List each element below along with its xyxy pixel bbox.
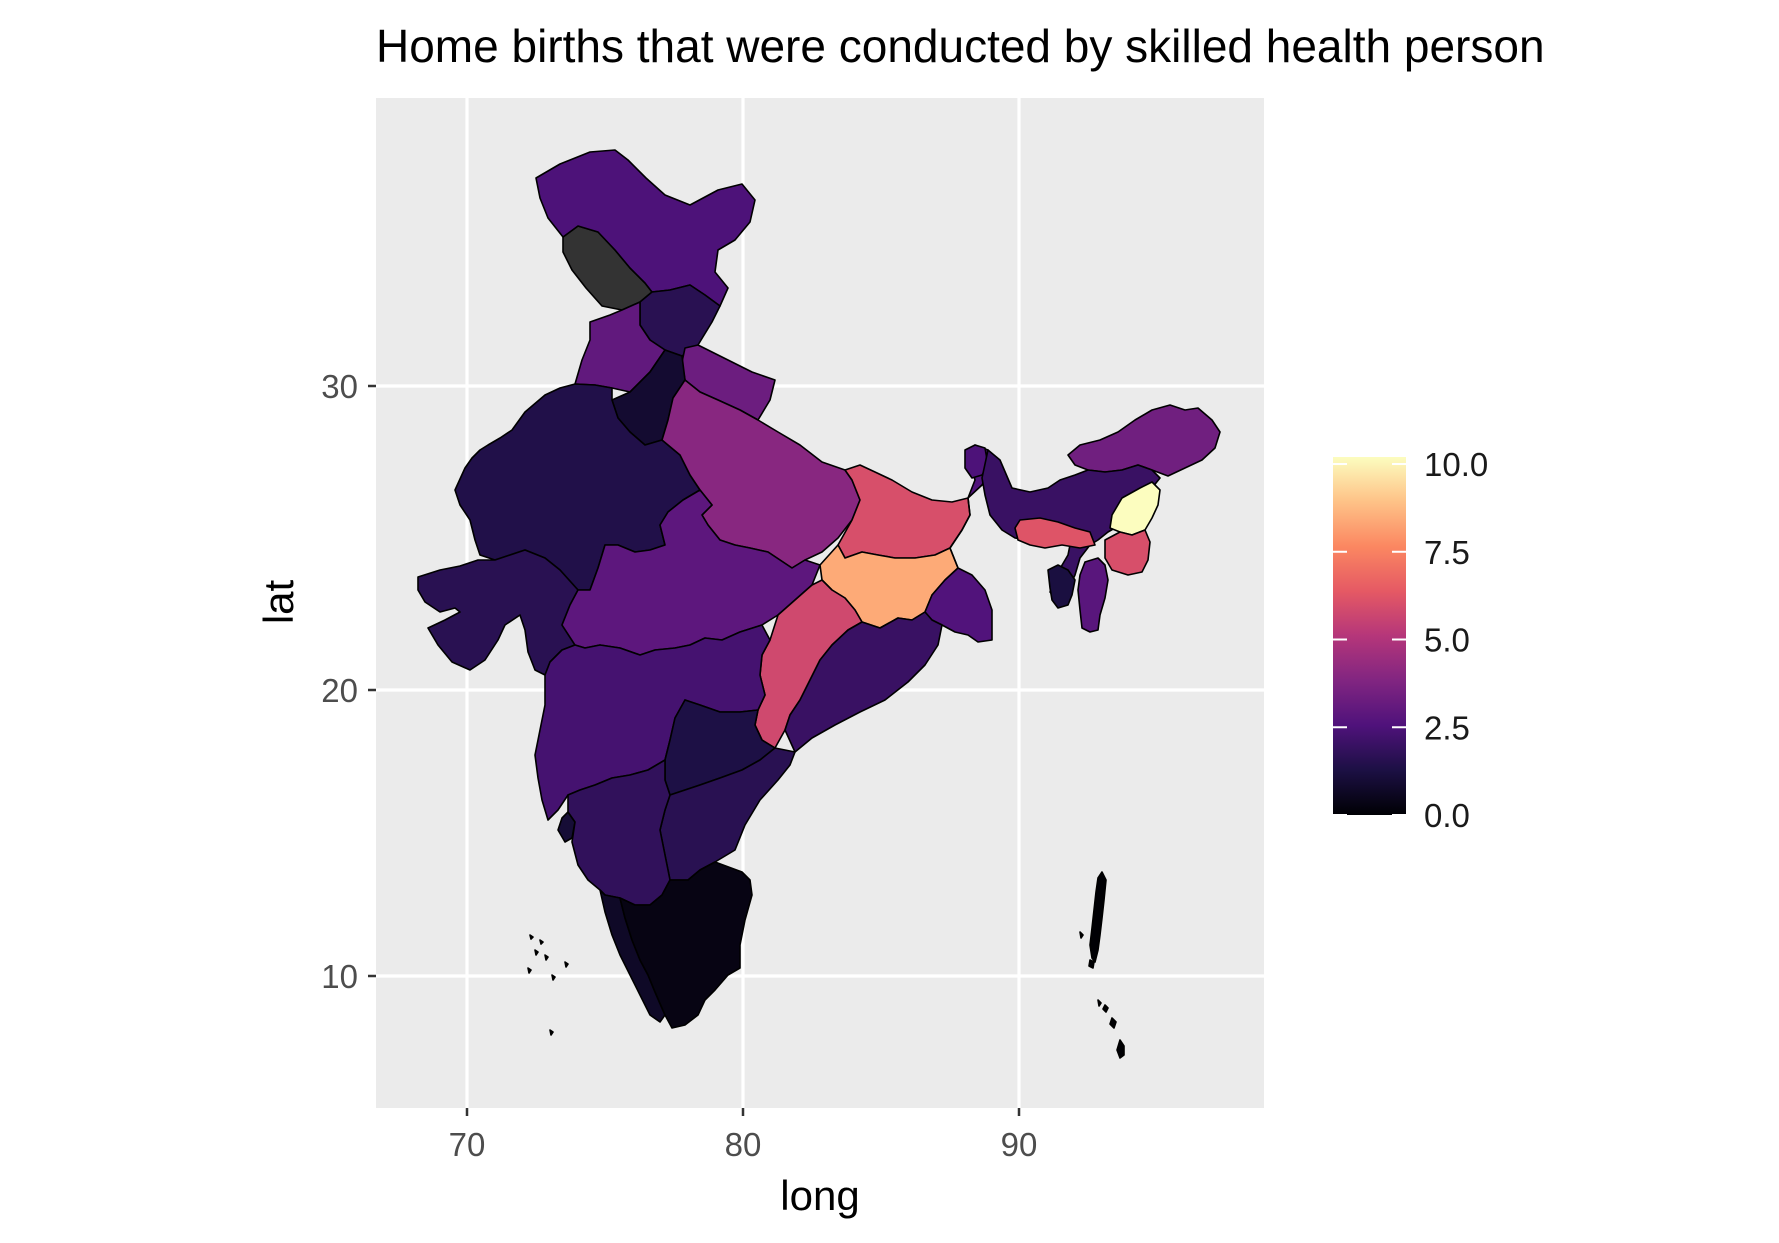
region-lakshadweep bbox=[527, 934, 569, 1036]
india-map bbox=[417, 149, 1221, 1059]
y-axis-title: lat bbox=[255, 579, 302, 624]
y-axis: 30 20 10 bbox=[321, 368, 376, 995]
y-tick-label-10: 10 bbox=[321, 958, 358, 995]
chart-title: Home births that were conducted by skill… bbox=[376, 20, 1545, 72]
region-andaman-nicobar bbox=[1079, 871, 1125, 1059]
region-jammu-kashmir bbox=[535, 149, 756, 307]
x-axis-title: long bbox=[780, 1172, 859, 1219]
legend: 10.0 7.5 5.0 2.5 0.0 bbox=[1333, 446, 1488, 834]
y-tick-label-30: 30 bbox=[321, 368, 358, 405]
legend-ticks: 10.0 7.5 5.0 2.5 0.0 bbox=[1333, 446, 1488, 834]
x-tick-label-80: 80 bbox=[725, 1126, 762, 1163]
region-west-bengal bbox=[924, 444, 993, 643]
region-manipur bbox=[1104, 529, 1151, 576]
region-tripura bbox=[1047, 564, 1076, 609]
region-nagaland bbox=[1109, 481, 1161, 536]
legend-tick-label: 5.0 bbox=[1424, 622, 1470, 659]
x-tick-label-70: 70 bbox=[449, 1126, 486, 1163]
legend-tick-label: 7.5 bbox=[1424, 534, 1470, 571]
x-axis: 70 80 90 bbox=[449, 1108, 1038, 1163]
y-tick-label-20: 20 bbox=[321, 672, 358, 709]
legend-colorbar bbox=[1333, 457, 1406, 815]
legend-tick-label: 0.0 bbox=[1424, 797, 1470, 834]
legend-tick-label: 10.0 bbox=[1424, 446, 1488, 483]
region-meghalaya bbox=[1014, 517, 1096, 549]
region-tamil-nadu bbox=[619, 861, 753, 1029]
region-odisha bbox=[784, 611, 943, 753]
legend-tick-label: 2.5 bbox=[1424, 709, 1470, 746]
x-tick-label-90: 90 bbox=[1001, 1126, 1038, 1163]
region-gujarat bbox=[417, 549, 579, 676]
region-mizoram bbox=[1077, 557, 1109, 633]
